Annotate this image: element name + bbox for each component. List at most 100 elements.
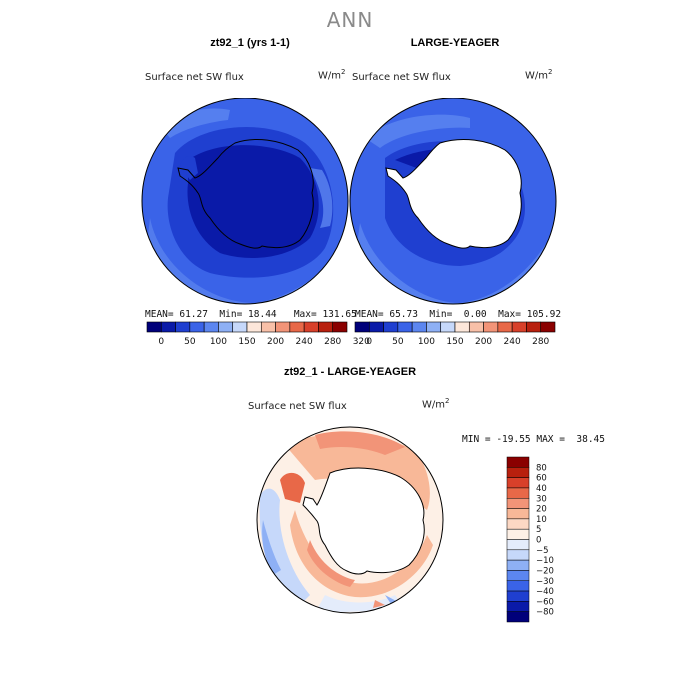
colorbar-diff-tick-label: −40	[536, 587, 554, 597]
map-border-model	[141, 98, 349, 305]
colorbar-obs-swatch	[497, 321, 513, 333]
colorbar-model-tick-label: 280	[324, 337, 341, 347]
colorbar-diff-swatch	[506, 477, 530, 489]
coastline-obs	[385, 138, 522, 249]
colorbar-model-swatch	[160, 321, 176, 333]
colorbar-model-swatch	[203, 321, 219, 333]
colorbar-diff-tick-label: 5	[536, 525, 541, 535]
colorbar-obs-tick-label: 0	[366, 337, 372, 347]
colorbar-diff-swatch	[506, 467, 530, 478]
colorbar-diff-tick-label: −20	[536, 566, 554, 576]
units-diff: W/m2	[422, 397, 450, 411]
colorbar-diff-swatch	[506, 508, 530, 520]
colorbar-diff-tick-label: 60	[536, 474, 547, 484]
map-border-diff	[256, 426, 444, 614]
colorbar-diff-tick-label: 10	[536, 515, 547, 525]
colorbar-model-swatch	[232, 321, 248, 333]
colorbar-obs-swatch	[511, 321, 527, 333]
colorbar-diff-tick-label: −10	[536, 556, 554, 566]
colorbar-obs-swatch	[383, 321, 399, 333]
colorbar-diff-tick-label: −30	[536, 577, 554, 587]
colorbar-diff-swatch	[506, 498, 530, 509]
colorbar-diff-tick-label: −5	[536, 546, 549, 556]
colorbar-obs-swatch	[468, 321, 484, 333]
units-model: W/m2	[318, 68, 346, 82]
colorbar-obs-swatch	[368, 321, 384, 333]
top-maps	[141, 98, 557, 305]
colorbar-model-swatch	[275, 321, 291, 333]
colorbar-diff-swatch	[506, 456, 530, 468]
colorbar-obs-swatch	[354, 321, 370, 333]
colorbar-diff-swatch	[506, 518, 530, 530]
colorbar-model-swatch	[146, 321, 162, 333]
variable-label-model: Surface net SW flux	[145, 72, 244, 83]
colorbar-diff-tick-label: −80	[536, 608, 554, 618]
colorbar-obs-tick-label: 280	[532, 337, 549, 347]
colorbar-model-swatch	[246, 321, 262, 333]
colorbar-obs-tick-label: 100	[418, 337, 435, 347]
colorbar-obs-tick-label: 150	[446, 337, 463, 347]
colorbar-obs-swatch	[426, 321, 442, 333]
stats-obs: MEAN= 65.73 Min= 0.00 Max= 105.92	[355, 309, 562, 320]
colorbar-diff-swatch	[506, 487, 530, 499]
colorbar-diff-tick-label: 40	[536, 484, 547, 494]
colorbar-diff-swatch	[506, 611, 530, 623]
colorbar-diff-swatch	[506, 601, 530, 612]
colorbar-obs-swatch	[440, 321, 456, 333]
colorbar-diff-tick-label: 20	[536, 505, 547, 515]
map-diff	[257, 427, 443, 613]
colorbar-obs-swatch	[540, 321, 556, 333]
colorbar-obs-tick-label: 50	[392, 337, 404, 347]
colorbar-model-swatch	[318, 321, 334, 333]
colorbar-obs: 0 50 100 150 200 240 280 320	[354, 321, 556, 347]
colorbar-diff-tick-label: −60	[536, 597, 554, 607]
colorbar-obs-tick-label: 240	[504, 337, 521, 347]
colorbar-diff-tick-label: 30	[536, 494, 547, 504]
panel-title-obs: LARGE-YEAGER	[410, 37, 500, 49]
coastline-diff	[302, 467, 425, 575]
colorbar-obs-swatch	[411, 321, 427, 333]
colorbar-diff-swatch	[506, 580, 530, 592]
stats-model: MEAN= 61.27 Min= 18.44 Max= 131.65	[145, 309, 357, 320]
colorbar-model-swatch	[303, 321, 319, 333]
colorbar-diff-swatch	[506, 539, 530, 551]
colorbar-diff-swatch	[506, 528, 530, 540]
coastline-model	[177, 138, 314, 249]
colorbar-model-tick-label: 320	[353, 337, 370, 347]
colorbar-model-tick-label: 50	[184, 337, 196, 347]
colorbars-top: 0 50 100 150 200 240 280 320 0 50 100 150 200 240 280…	[146, 321, 556, 347]
colorbar-diff-swatch	[506, 559, 530, 571]
colorbar-diff-swatch	[506, 590, 530, 602]
panel-title-model: zt92_1 (yrs 1-1)	[210, 37, 290, 49]
colorbar-model-tick-label: 100	[210, 337, 227, 347]
colorbar-model-swatch	[289, 321, 305, 333]
colorbar-model-swatch	[218, 321, 234, 333]
variable-label-diff: Surface net SW flux	[248, 401, 347, 412]
colorbar-diff-swatch	[506, 549, 530, 561]
minmax-diff: MIN = -19.55 MAX = 38.45	[462, 434, 605, 445]
map-border-obs	[349, 98, 557, 305]
colorbar-obs-swatch	[526, 321, 542, 333]
panel-title-diff: zt92_1 - LARGE-YEAGER	[283, 366, 417, 378]
colorbar-model-tick-label: 150	[238, 337, 255, 347]
units-obs: W/m2	[525, 68, 553, 82]
colorbar-model-tick-label: 240	[296, 337, 313, 347]
colorbar-obs-swatch	[397, 321, 413, 333]
colorbar-model: 0 50 100 150 200 240 280 320	[146, 321, 370, 347]
colorbar-obs-tick-label: 200	[475, 337, 492, 347]
colorbar-diff-swatch	[506, 570, 530, 581]
colorbar-model-swatch	[175, 321, 191, 333]
colorbar-diff-tick-label: 0	[536, 536, 541, 546]
variable-label-obs: Surface net SW flux	[352, 72, 451, 83]
diff-map-frame	[256, 426, 444, 614]
colorbar-model-tick-label: 200	[267, 337, 284, 347]
colorbar-model-swatch	[260, 321, 276, 333]
colorbar-model-tick-label: 0	[158, 337, 164, 347]
colorbar-obs-swatch	[454, 321, 470, 333]
colorbar-model-swatch	[332, 321, 348, 333]
figure-title: ANN	[326, 8, 374, 32]
colorbar-diff-tick-label: 80	[536, 463, 547, 473]
colorbar-model-swatch	[189, 321, 205, 333]
colorbar-obs-swatch	[483, 321, 499, 333]
